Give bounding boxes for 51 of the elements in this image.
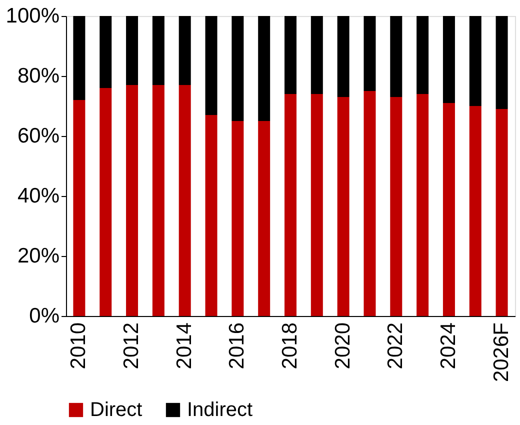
bar (310, 94, 323, 316)
x-tick-label: 2012 (120, 322, 144, 370)
bar (258, 121, 270, 316)
bar (205, 16, 218, 115)
bar (152, 16, 164, 85)
x-tick-label: 2010 (67, 322, 90, 370)
bar (232, 16, 244, 121)
x-tick-label: 2026F (490, 322, 513, 382)
bar (284, 16, 296, 94)
bar (442, 16, 455, 103)
bar (496, 16, 508, 109)
bar (310, 16, 323, 94)
bar (469, 106, 482, 316)
bar (364, 91, 376, 316)
x-tick-label: 2020 (331, 322, 354, 370)
legend-label: Direct (90, 399, 143, 421)
legend-label: Indirect (187, 399, 254, 421)
x-tick-label: 2018 (278, 322, 302, 370)
bar (416, 16, 429, 94)
bar (416, 94, 429, 316)
bar (100, 88, 112, 316)
bar (100, 16, 112, 88)
x-tick-label: 2022 (384, 322, 408, 370)
bar (126, 85, 138, 316)
bar (178, 16, 191, 85)
bar (337, 16, 350, 97)
bar (126, 16, 138, 85)
y-tick-label: 100% (6, 4, 60, 28)
y-tick-label: 0% (29, 304, 60, 328)
bar (496, 109, 508, 316)
bar (284, 94, 296, 316)
bar (337, 97, 350, 316)
bar (205, 115, 218, 316)
bar (258, 16, 270, 121)
y-tick-label: 60% (17, 124, 60, 148)
bar (469, 16, 482, 106)
y-tick-label: 80% (17, 64, 60, 88)
bar (390, 97, 402, 316)
bar (178, 85, 191, 316)
bar (232, 121, 244, 316)
x-tick-label: 2024 (436, 322, 460, 370)
bar (73, 100, 86, 316)
x-tick-label: 2014 (172, 322, 196, 370)
bar (364, 16, 376, 91)
y-tick-label: 20% (17, 244, 60, 268)
bar (442, 103, 455, 316)
bar (390, 16, 402, 97)
bar (152, 85, 164, 316)
bar (73, 16, 86, 100)
y-tick-label: 40% (17, 184, 60, 208)
x-tick-label: 2016 (226, 322, 249, 370)
